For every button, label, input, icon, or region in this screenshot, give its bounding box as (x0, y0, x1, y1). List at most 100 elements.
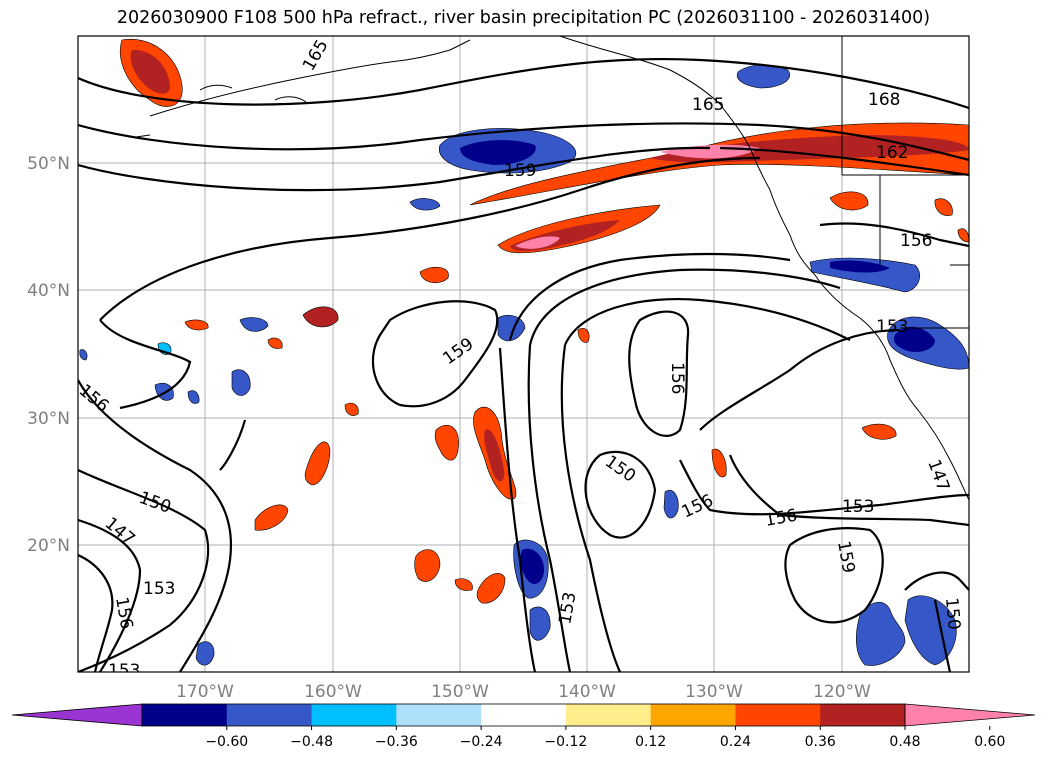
coastlines (135, 36, 969, 501)
contour-line (78, 553, 114, 672)
contour-line (933, 599, 952, 672)
anomaly-negative (79, 349, 88, 361)
contour-line (819, 222, 969, 248)
anomaly-positive (434, 425, 459, 461)
colorbar-tick-label: 0.12 (635, 734, 666, 750)
contour-line (584, 450, 657, 539)
colorbar-tick-label: 0.36 (805, 734, 836, 750)
colorbar-tick-label: −0.36 (375, 734, 418, 750)
colorbar-swatch (820, 704, 906, 726)
contour-line (628, 310, 690, 437)
anomaly-negative (529, 606, 551, 641)
contour-label: 153 (143, 579, 175, 599)
longitude-labels: 170°W 160°W 150°W 140°W 130°W 120°W (176, 682, 871, 702)
colorbar-tick-label: −0.48 (290, 734, 333, 750)
contour-label: 159 (504, 161, 536, 181)
colorbar-swatch (565, 704, 652, 726)
anomaly-positive (829, 191, 869, 211)
colorbar-extension-high (904, 703, 1036, 727)
chart-title: 2026030900 F108 500 hPa refract., river … (116, 8, 931, 28)
contour-line (99, 156, 761, 321)
anomaly-positive (184, 319, 209, 331)
colorbar-swatch (396, 704, 482, 726)
contour-line (699, 328, 901, 431)
contour-label: 165 (692, 95, 724, 115)
contour-label: 162 (876, 143, 908, 163)
contour-line (78, 122, 969, 162)
lon-label: 170°W (176, 682, 234, 702)
contour-label: 156 (667, 362, 687, 394)
contour-label: 153 (108, 661, 140, 681)
contour-line (78, 379, 232, 672)
lat-label: 30°N (27, 409, 70, 429)
contour-line (560, 344, 622, 672)
anomaly-positive (957, 228, 969, 243)
contour-line (78, 57, 969, 110)
colorbar-swatch (226, 704, 313, 726)
lat-label: 40°N (27, 281, 70, 301)
contour-line (371, 300, 499, 408)
contour-line (508, 252, 791, 341)
contour-label: 168 (868, 90, 900, 110)
lon-label: 140°W (558, 682, 616, 702)
anomaly-positive (254, 504, 289, 531)
contour-line (784, 527, 884, 624)
colorbar-outline (141, 703, 906, 727)
anomaly-negative (231, 369, 251, 396)
anomaly-negative (187, 390, 200, 404)
contour-line (728, 454, 969, 527)
contour-label: 153 (876, 317, 908, 337)
colorbar-extension-low (11, 703, 143, 727)
contour-line (904, 571, 969, 591)
anomaly-positive (454, 578, 473, 591)
anomaly-negative (856, 602, 906, 666)
lat-label: 20°N (27, 536, 70, 556)
colorbar-tick-label: 0.48 (889, 734, 920, 750)
contour-label: 150 (941, 597, 964, 631)
anomaly-negative (409, 198, 441, 211)
anomaly-positive (414, 549, 441, 582)
contour-label: 156 (900, 231, 932, 251)
anomaly-positive (304, 441, 331, 486)
contour-line (78, 518, 142, 672)
lat-label: 50°N (27, 154, 70, 174)
contour-line (679, 459, 969, 516)
colorbar: −0.60 −0.48 −0.36 −0.24 −0.12 0.12 0.24 0.36 0.4… (11, 703, 1036, 750)
contour-label: 153 (842, 497, 874, 517)
colorbar-tick-label: 0.60 (974, 734, 1005, 750)
anomaly-negative (239, 317, 269, 332)
anomaly-negative (663, 489, 679, 519)
lon-label: 160°W (304, 682, 362, 702)
colorbar-swatch (481, 704, 567, 726)
colorbar-swatch (142, 704, 228, 726)
contour-line (528, 268, 841, 346)
colorbar-tick-label: −0.60 (205, 734, 248, 750)
contour-line (498, 347, 537, 672)
anomaly-negative (195, 641, 215, 666)
anomaly-positive (419, 266, 449, 284)
map-frame (77, 35, 970, 673)
anomaly-positive (577, 328, 590, 343)
contour-line (719, 146, 969, 177)
anomaly-positive (711, 448, 727, 478)
anomaly-positive (934, 198, 953, 216)
latitude-labels: 50°N 40°N 30°N 20°N (27, 154, 70, 556)
refractivity-contours (78, 57, 969, 672)
colorbar-tick-label: 0.24 (720, 734, 751, 750)
colorbar-tick-label: −0.12 (544, 734, 587, 750)
contour-line (563, 298, 851, 346)
lon-label: 150°W (431, 682, 489, 702)
lon-label: 130°W (685, 682, 743, 702)
precip-anomalies (79, 38, 969, 666)
colorbar-swatch (735, 704, 821, 726)
contour-line (78, 469, 210, 672)
contour-line (99, 319, 192, 410)
lon-label: 120°W (813, 682, 871, 702)
colorbar-swatch (311, 704, 397, 726)
anomaly-positive (861, 423, 897, 440)
anomaly-positive (267, 337, 283, 349)
contour-line (78, 146, 711, 192)
anomaly-negative (904, 595, 957, 666)
anomaly-negative (497, 315, 526, 342)
